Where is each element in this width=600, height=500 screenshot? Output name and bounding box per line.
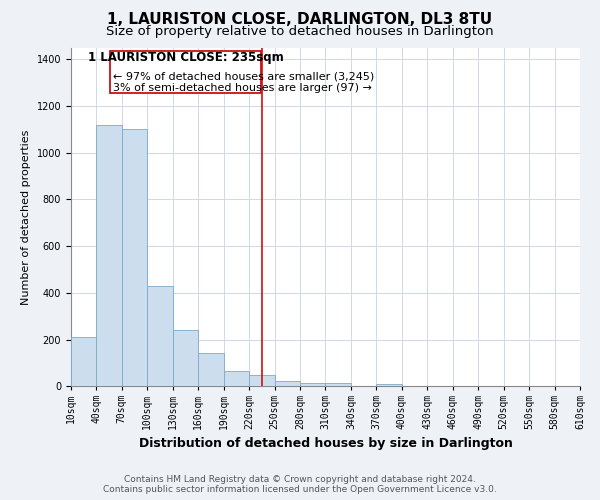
Bar [275, 380, 300, 386]
Text: Contains HM Land Registry data © Crown copyright and database right 2024.
Contai: Contains HM Land Registry data © Crown c… [103, 474, 497, 494]
Bar [249, 375, 275, 386]
Bar [97, 124, 122, 386]
Text: Size of property relative to detached houses in Darlington: Size of property relative to detached ho… [106, 25, 494, 38]
Text: ← 97% of detached houses are smaller (3,245): ← 97% of detached houses are smaller (3,… [113, 72, 374, 82]
Y-axis label: Number of detached properties: Number of detached properties [21, 130, 31, 304]
Bar [71, 338, 97, 386]
Bar [325, 383, 351, 386]
Text: 1, LAURISTON CLOSE, DARLINGTON, DL3 8TU: 1, LAURISTON CLOSE, DARLINGTON, DL3 8TU [107, 12, 493, 28]
Bar [198, 352, 224, 386]
Bar [173, 330, 198, 386]
Text: 1 LAURISTON CLOSE: 235sqm: 1 LAURISTON CLOSE: 235sqm [88, 51, 283, 64]
X-axis label: Distribution of detached houses by size in Darlington: Distribution of detached houses by size … [139, 437, 512, 450]
Text: 3% of semi-detached houses are larger (97) →: 3% of semi-detached houses are larger (9… [113, 82, 372, 92]
Bar [224, 372, 249, 386]
FancyBboxPatch shape [110, 51, 260, 93]
Bar [147, 286, 173, 386]
Bar [122, 130, 147, 386]
Bar [376, 384, 402, 386]
Bar [300, 383, 325, 386]
